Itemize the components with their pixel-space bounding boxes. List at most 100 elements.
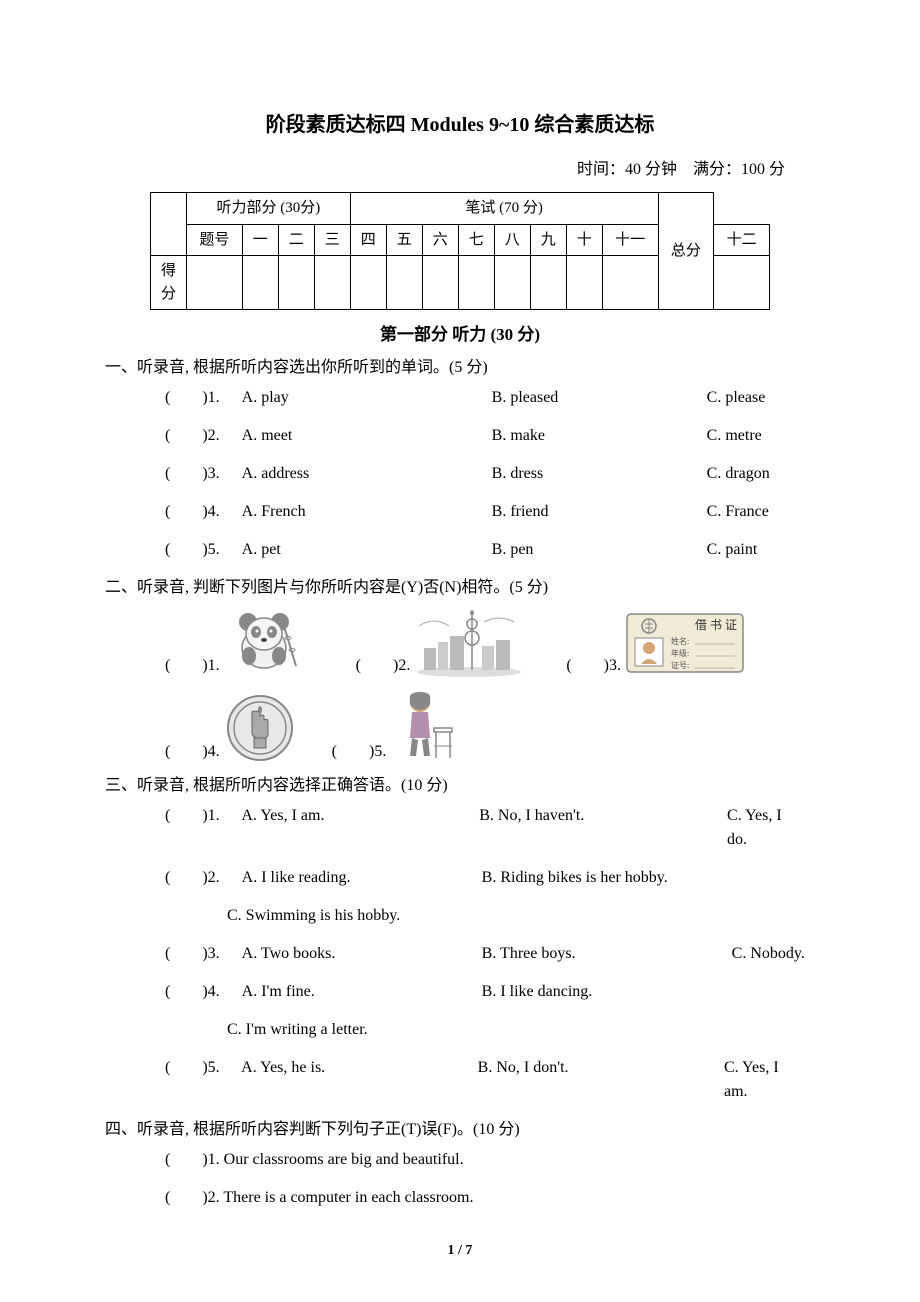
answer-blank[interactable]: ( ) [165,424,208,448]
s3-q4-cont: C. I'm writing a letter. [227,1018,805,1042]
answer-blank[interactable]: ( ) [165,740,208,764]
col-5: 五 [386,224,422,256]
answer-blank[interactable]: ( ) [356,654,399,678]
col-4: 四 [350,224,386,256]
option-c: C. metre [707,424,762,448]
option-c: C. France [707,500,769,524]
part1-header: 第一部分 听力 (30 分) [115,322,805,348]
option-c: C. Yes, I do. [727,804,805,852]
s2-row1: ( ) 1. ( ) 2. [165,606,805,678]
section1-heading: 一、听录音, 根据所听内容选出你所听到的单词。(5 分) [105,356,805,380]
s3-q2-cont: C. Swimming is his hobby. [227,904,805,928]
option-a: A. Yes, he is. [241,1056,477,1104]
q-num: 5. [208,538,242,562]
q-num: 4. [208,980,242,1004]
option-b: B. dress [492,462,707,486]
exam-meta: 时间：40 分钟 满分：100 分 [115,158,805,182]
panda-icon [224,606,304,678]
q-num: 3. [609,654,621,678]
section2-heading: 二、听录音, 判断下列图片与你所听内容是(Y)否(N)相符。(5 分) [105,576,805,600]
s2-row2: ( ) 4. ( ) 5. [165,688,805,764]
option-c: C. please [707,386,766,410]
answer-blank[interactable]: ( ) [165,1056,208,1104]
time-value: 40 分钟 [625,161,677,178]
answer-blank[interactable]: ( ) [165,500,208,524]
answer-blank[interactable]: ( ) [566,654,609,678]
option-b: B. Riding bikes is her hobby. [482,866,732,890]
col-11: 十一 [602,224,658,256]
q-num: 4. [208,740,220,764]
answer-blank[interactable]: ( ) [165,538,208,562]
s1-q4: ( ) 4. A. French B. friend C. France [165,500,805,524]
option-a: A. French [242,500,492,524]
library-card-icon: 借 书 证 姓名: 年级: 证号: [625,606,745,678]
q-num: 2. [398,654,410,678]
svg-text:证号:: 证号: [671,661,689,670]
answer-blank[interactable]: ( ) [165,980,208,1004]
option-b: B. No, I haven't. [479,804,727,852]
svg-text:姓名:: 姓名: [671,636,689,646]
option-b: B. make [492,424,707,448]
quiet-sign-icon [224,692,296,764]
score-value: 100 分 [741,161,785,178]
answer-blank[interactable]: ( ) [165,804,208,852]
s2-q5: ( ) 5. [332,688,463,764]
girl-sitting-icon [390,688,462,764]
option-c: C. paint [707,538,758,562]
option-b: B. No, I don't. [478,1056,724,1104]
q-num: 3. [208,462,242,486]
col-6: 六 [422,224,458,256]
col-2: 二 [278,224,314,256]
s3-q2: ( ) 2. A. I like reading. B. Riding bike… [165,866,805,890]
score-table: 听力部分 (30分) 笔试 (70 分) 总分 题号 一 二 三 四 五 六 七… [150,192,770,310]
row-num-label: 题号 [187,224,243,256]
option-c: C. Yes, I am. [724,1056,805,1104]
s1-q3: ( ) 3. A. address B. dress C. dragon [165,462,805,486]
written-header: 笔试 (70 分) [350,193,658,225]
q-num: 4. [208,500,242,524]
city-skyline-icon [414,606,524,678]
statement: Our classrooms are big and beautiful. [224,1151,464,1168]
row-score-label: 得分 [151,256,187,310]
s2-q1: ( ) 1. [165,606,304,678]
option-a: A. address [242,462,492,486]
answer-blank[interactable]: ( ) [332,740,375,764]
option-b: B. Three boys. [482,942,732,966]
col-8: 八 [494,224,530,256]
col-9: 九 [530,224,566,256]
answer-blank[interactable]: ( ) [165,462,208,486]
section4-heading: 四、听录音, 根据所听内容判断下列句子正(T)误(F)。(10 分) [105,1118,805,1142]
s2-q4: ( ) 4. [165,692,296,764]
answer-blank[interactable]: ( ) [165,1151,208,1168]
q-num: 1. [208,386,242,410]
q-num: 1. [208,1151,220,1168]
option-b: B. friend [492,500,707,524]
col-3: 三 [314,224,350,256]
s1-q2: ( ) 2. A. meet B. make C. metre [165,424,805,448]
listening-header: 听力部分 (30分) [187,193,351,225]
option-b: B. I like dancing. [482,980,732,1004]
q-num: 2. [208,424,242,448]
section3-heading: 三、听录音, 根据所听内容选择正确答语。(10 分) [105,774,805,798]
svg-text:借 书 证: 借 书 证 [695,618,737,632]
answer-blank[interactable]: ( ) [165,866,208,890]
answer-blank[interactable]: ( ) [165,942,208,966]
statement: There is a computer in each classroom. [223,1189,473,1206]
option-c: C. Nobody. [732,942,805,966]
answer-blank[interactable]: ( ) [165,654,208,678]
page-number: 1 / 7 [115,1240,805,1261]
s1-q5: ( ) 5. A. pet B. pen C. paint [165,538,805,562]
page-title: 阶段素质达标四 Modules 9~10 综合素质达标 [115,110,805,140]
s3-q4: ( ) 4. A. I'm fine. B. I like dancing. [165,980,805,1004]
answer-blank[interactable]: ( ) [165,1189,208,1206]
col-7: 七 [458,224,494,256]
col-12: 十二 [714,224,770,256]
total-header: 总分 [658,193,714,310]
option-a: A. I'm fine. [242,980,482,1004]
q-num: 1. [208,804,242,852]
option-a: A. play [242,386,492,410]
q-num: 2. [208,1189,220,1206]
answer-blank[interactable]: ( ) [165,386,208,410]
svg-text:年级:: 年级: [671,648,689,658]
option-a: A. meet [242,424,492,448]
